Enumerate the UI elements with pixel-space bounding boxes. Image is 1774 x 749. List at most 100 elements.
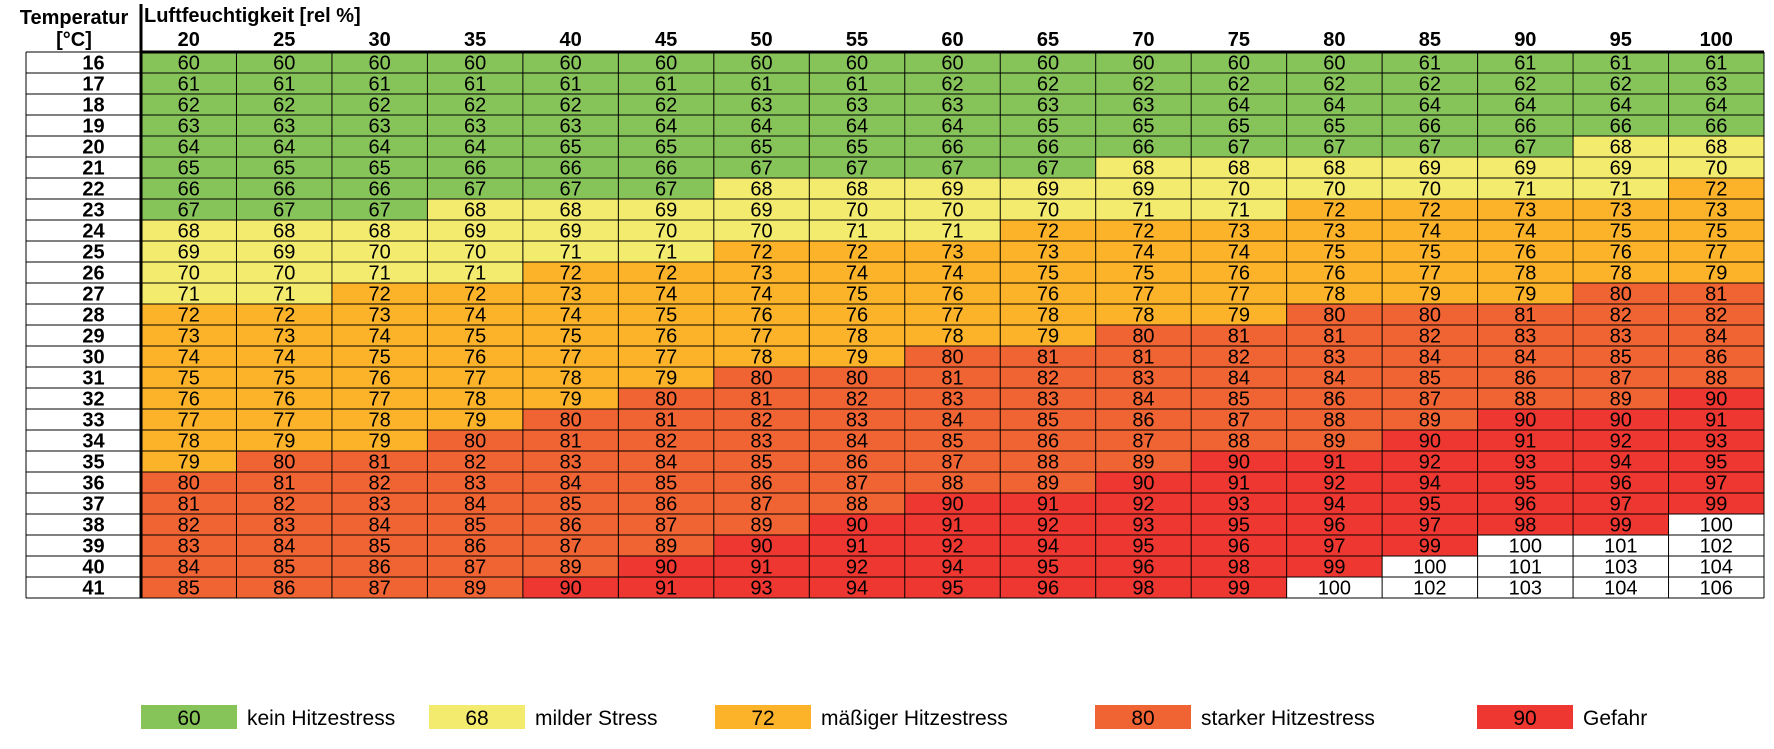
cell-value: 73: [1228, 221, 1250, 243]
heatmap-cell: [1477, 241, 1574, 262]
heatmap-cell: [331, 472, 428, 493]
cell-value: 83: [1037, 389, 1059, 411]
heatmap-cell: [618, 409, 714, 430]
cell-value: 101: [1604, 536, 1637, 558]
heatmap-cell: [331, 451, 428, 472]
heatmap-cell: [618, 220, 714, 241]
row-label-cell: [26, 535, 141, 556]
cell-value: 83: [369, 494, 391, 516]
cell-value: 78: [1132, 305, 1154, 327]
cell-value: 62: [369, 95, 391, 117]
row-axis-label-line-2: [°C]: [56, 29, 92, 51]
cell-value: 80: [750, 368, 772, 390]
heatmap-cell: [1668, 325, 1764, 346]
heatmap-cell: [1382, 136, 1478, 157]
cell-value: 75: [273, 368, 295, 390]
row-label-cell: [26, 94, 141, 115]
cell-value: 91: [655, 578, 677, 600]
cell-value: 66: [941, 137, 963, 159]
heatmap-cell: [809, 367, 905, 388]
heatmap-cell: [427, 199, 523, 220]
heatmap-cell: [522, 409, 619, 430]
heatmap-cell: [1286, 136, 1383, 157]
cell-value: 75: [1323, 242, 1345, 264]
cell-value: 75: [846, 284, 868, 306]
heatmap-cell: [1668, 94, 1764, 115]
heatmap-cell: [1382, 52, 1478, 73]
cell-value: 64: [655, 116, 677, 138]
cell-value: 65: [559, 137, 581, 159]
heatmap-cell: [1286, 241, 1383, 262]
cell-value: 83: [464, 473, 486, 495]
cell-value: 61: [1419, 53, 1441, 75]
cell-value: 79: [464, 410, 486, 432]
cell-value: 89: [559, 557, 581, 579]
heatmap-cell: [713, 346, 810, 367]
cell-value: 69: [1514, 158, 1536, 180]
heatmap-cell: [427, 136, 523, 157]
cell-value: 62: [178, 95, 200, 117]
cell-value: 81: [178, 494, 200, 516]
heatmap-cell: [1668, 304, 1764, 325]
cell-value: 64: [1514, 95, 1536, 117]
heatmap-cell: [141, 157, 237, 178]
heatmap-cell: [713, 577, 810, 598]
cell-value: 79: [369, 431, 391, 453]
heatmap-cell: [1668, 493, 1764, 514]
cell-value: 60: [1228, 53, 1250, 75]
heatmap-cell: [1668, 136, 1764, 157]
cell-value: 64: [1228, 95, 1250, 117]
heatmap-cell: [618, 346, 714, 367]
cell-value: 68: [846, 179, 868, 201]
row-label: 18: [82, 95, 104, 117]
cell-value: 69: [1037, 179, 1059, 201]
heatmap-cell: [1382, 283, 1478, 304]
heatmap-cell: [904, 178, 1001, 199]
cell-value: 77: [1132, 284, 1154, 306]
heatmap-cell: [1191, 514, 1287, 535]
heatmap-cell: [713, 451, 810, 472]
heatmap-cell: [618, 199, 714, 220]
cell-value: 84: [1705, 326, 1727, 348]
cell-value: 88: [1323, 410, 1345, 432]
heatmap-cell: [618, 493, 714, 514]
cell-value: 61: [273, 74, 295, 96]
heatmap-cell: [141, 493, 237, 514]
row-label: 36: [82, 473, 104, 495]
heatmap-cell: [809, 325, 905, 346]
cell-value: 79: [1514, 284, 1536, 306]
heatmap-cell: [1382, 577, 1478, 598]
heatmap-cell: [1573, 577, 1669, 598]
row-label: 27: [82, 284, 104, 306]
cell-value: 74: [655, 284, 677, 306]
cell-value: 78: [464, 389, 486, 411]
heatmap-cell: [1668, 409, 1764, 430]
cell-value: 66: [1610, 116, 1632, 138]
cell-value: 74: [846, 263, 868, 285]
legend-swatch: [1477, 705, 1573, 729]
heatmap-cell: [1477, 430, 1574, 451]
heatmap-cell: [1477, 73, 1574, 94]
cell-value: 94: [1610, 452, 1632, 474]
cell-value: 89: [1132, 452, 1154, 474]
heatmap-cell: [1191, 136, 1287, 157]
heatmap-cell: [236, 409, 332, 430]
heatmap-cell: [1668, 220, 1764, 241]
heatmap-cell: [1573, 241, 1669, 262]
heatmap-cell: [1382, 346, 1478, 367]
heatmap-cell: [1000, 199, 1096, 220]
cell-value: 69: [1610, 158, 1632, 180]
cell-value: 67: [464, 179, 486, 201]
heatmap-cell: [713, 325, 810, 346]
cell-value: 79: [178, 452, 200, 474]
cell-value: 73: [178, 326, 200, 348]
heatmap-cell: [427, 241, 523, 262]
heatmap-cell: [141, 52, 237, 73]
cell-value: 85: [273, 557, 295, 579]
cell-value: 81: [369, 452, 391, 474]
heatmap-cell: [713, 178, 810, 199]
heatmap-cell: [141, 283, 237, 304]
heatmap-cell: [809, 472, 905, 493]
cell-value: 85: [559, 494, 581, 516]
heatmap-cell: [1000, 367, 1096, 388]
